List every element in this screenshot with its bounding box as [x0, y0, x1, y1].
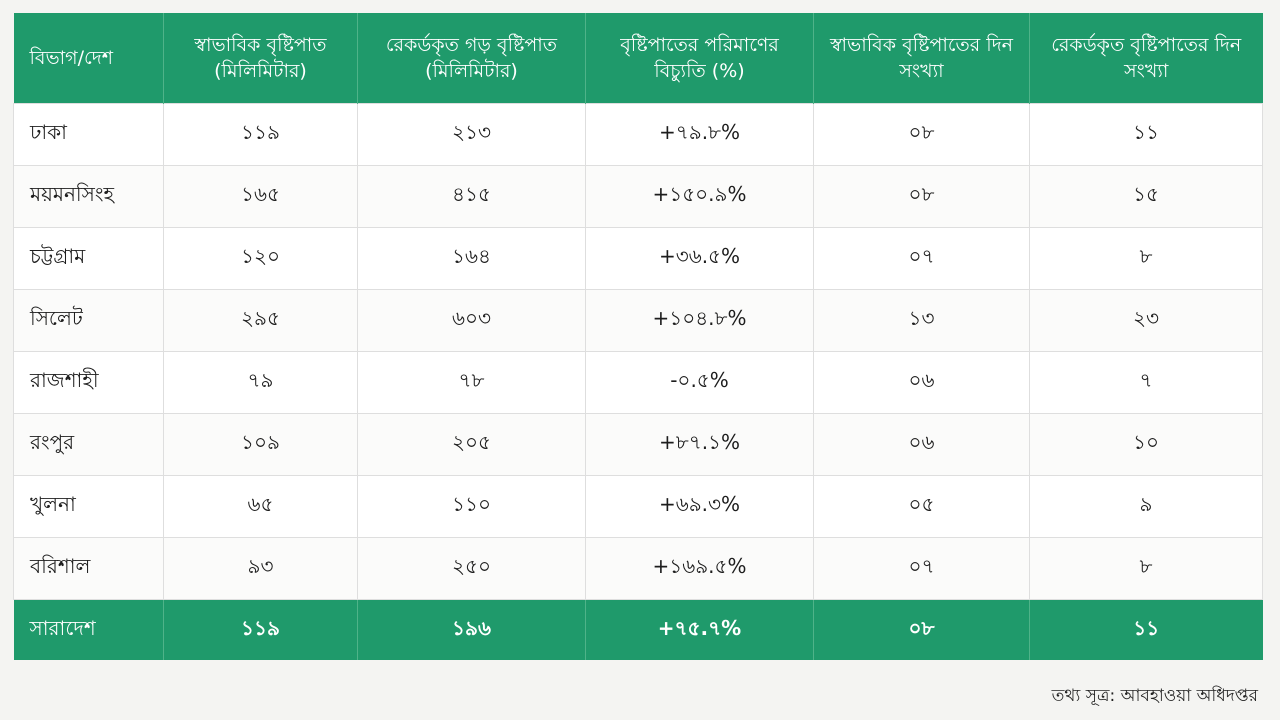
recorded-days-cell: ২৩: [1029, 289, 1263, 352]
normal-rainfall-cell: ১৬৫: [163, 165, 358, 228]
header-recorded-rain-days: রেকর্ডকৃত বৃষ্টিপাতের দিন সংখ্যা: [1029, 13, 1263, 104]
normal-rainfall-cell: ১১৯: [163, 103, 358, 166]
normal-rainfall-cell: ২৯৫: [163, 289, 358, 352]
normal-days-cell: ০৬: [813, 351, 1030, 414]
division-cell: রংপুর: [13, 413, 164, 476]
recorded-rainfall-cell: ২০৫: [357, 413, 586, 476]
recorded-rainfall-cell: ১১০: [357, 475, 586, 538]
header-row: বিভাগ/দেশ স্বাভাবিক বৃষ্টিপাত (মিলিমিটার…: [13, 13, 1263, 104]
table-row: সিলেট ২৯৫ ৬০৩ +১০৪.৮% ১৩ ২৩: [13, 289, 1263, 352]
total-row: সারাদেশ ১১৯ ১৯৬ +৭৫.৭% ০৮ ১১: [13, 599, 1263, 660]
recorded-days-cell: ৯: [1029, 475, 1263, 538]
division-cell: ময়মনসিংহ: [13, 165, 164, 228]
table-footer: সারাদেশ ১১৯ ১৯৬ +৭৫.৭% ০৮ ১১: [13, 599, 1263, 660]
normal-rainfall-cell: ৭৯: [163, 351, 358, 414]
table-row: চট্টগ্রাম ১২০ ১৬৪ +৩৬.৫% ০৭ ৮: [13, 227, 1263, 290]
deviation-cell: +৭৯.৮%: [585, 103, 814, 166]
source-note: তথ্য সূত্র: আবহাওয়া অধিদপ্তর: [1051, 686, 1258, 706]
table-header: বিভাগ/দেশ স্বাভাবিক বৃষ্টিপাত (মিলিমিটার…: [13, 13, 1263, 104]
rainfall-table: বিভাগ/দেশ স্বাভাবিক বৃষ্টিপাত (মিলিমিটার…: [13, 13, 1263, 660]
total-recorded-rainfall-cell: ১৯৬: [357, 599, 586, 660]
division-cell: রাজশাহী: [13, 351, 164, 414]
normal-rainfall-cell: ৯৩: [163, 537, 358, 600]
recorded-days-cell: ১১: [1029, 103, 1263, 166]
division-cell: খুলনা: [13, 475, 164, 538]
division-cell: বরিশাল: [13, 537, 164, 600]
recorded-days-cell: ৮: [1029, 227, 1263, 290]
total-label-cell: সারাদেশ: [13, 599, 164, 660]
header-recorded-rainfall: রেকর্ডকৃত গড় বৃষ্টিপাত (মিলিমিটার): [357, 13, 586, 104]
recorded-rainfall-cell: ৬০৩: [357, 289, 586, 352]
normal-rainfall-cell: ১২০: [163, 227, 358, 290]
normal-days-cell: ১৩: [813, 289, 1030, 352]
table-row: রংপুর ১০৯ ২০৫ +৮৭.১% ০৬ ১০: [13, 413, 1263, 476]
total-normal-days-cell: ০৮: [813, 599, 1030, 660]
deviation-cell: +১০৪.৮%: [585, 289, 814, 352]
header-normal-rainfall: স্বাভাবিক বৃষ্টিপাত (মিলিমিটার): [163, 13, 358, 104]
recorded-rainfall-cell: ২৫০: [357, 537, 586, 600]
deviation-cell: -০.৫%: [585, 351, 814, 414]
recorded-rainfall-cell: ১৬৪: [357, 227, 586, 290]
deviation-cell: +৬৯.৩%: [585, 475, 814, 538]
deviation-cell: +১৬৯.৫%: [585, 537, 814, 600]
normal-days-cell: ০৮: [813, 103, 1030, 166]
division-cell: ঢাকা: [13, 103, 164, 166]
normal-rainfall-cell: ৬৫: [163, 475, 358, 538]
normal-days-cell: ০৮: [813, 165, 1030, 228]
total-recorded-days-cell: ১১: [1029, 599, 1263, 660]
recorded-days-cell: ১৫: [1029, 165, 1263, 228]
division-cell: চট্টগ্রাম: [13, 227, 164, 290]
rainfall-table-container: বিভাগ/দেশ স্বাভাবিক বৃষ্টিপাত (মিলিমিটার…: [13, 13, 1263, 660]
recorded-days-cell: ৮: [1029, 537, 1263, 600]
total-deviation-cell: +৭৫.৭%: [585, 599, 814, 660]
table-row: খুলনা ৬৫ ১১০ +৬৯.৩% ০৫ ৯: [13, 475, 1263, 538]
deviation-cell: +৩৬.৫%: [585, 227, 814, 290]
normal-days-cell: ০৬: [813, 413, 1030, 476]
normal-days-cell: ০৫: [813, 475, 1030, 538]
table-row: ময়মনসিংহ ১৬৫ ৪১৫ +১৫০.৯% ০৮ ১৫: [13, 165, 1263, 228]
recorded-days-cell: ১০: [1029, 413, 1263, 476]
recorded-rainfall-cell: ৪১৫: [357, 165, 586, 228]
normal-days-cell: ০৭: [813, 537, 1030, 600]
header-deviation: বৃষ্টিপাতের পরিমাণের বিচ্যুতি (%): [585, 13, 814, 104]
table-row: বরিশাল ৯৩ ২৫০ +১৬৯.৫% ০৭ ৮: [13, 537, 1263, 600]
table-row: রাজশাহী ৭৯ ৭৮ -০.৫% ০৬ ৭: [13, 351, 1263, 414]
table-body: ঢাকা ১১৯ ২১৩ +৭৯.৮% ০৮ ১১ ময়মনসিংহ ১৬৫ …: [13, 103, 1263, 600]
recorded-rainfall-cell: ২১৩: [357, 103, 586, 166]
header-division: বিভাগ/দেশ: [13, 13, 164, 104]
table-row: ঢাকা ১১৯ ২১৩ +৭৯.৮% ০৮ ১১: [13, 103, 1263, 166]
recorded-days-cell: ৭: [1029, 351, 1263, 414]
deviation-cell: +৮৭.১%: [585, 413, 814, 476]
total-normal-rainfall-cell: ১১৯: [163, 599, 358, 660]
normal-rainfall-cell: ১০৯: [163, 413, 358, 476]
division-cell: সিলেট: [13, 289, 164, 352]
deviation-cell: +১৫০.৯%: [585, 165, 814, 228]
header-normal-rain-days: স্বাভাবিক বৃষ্টিপাতের দিন সংখ্যা: [813, 13, 1030, 104]
normal-days-cell: ০৭: [813, 227, 1030, 290]
recorded-rainfall-cell: ৭৮: [357, 351, 586, 414]
